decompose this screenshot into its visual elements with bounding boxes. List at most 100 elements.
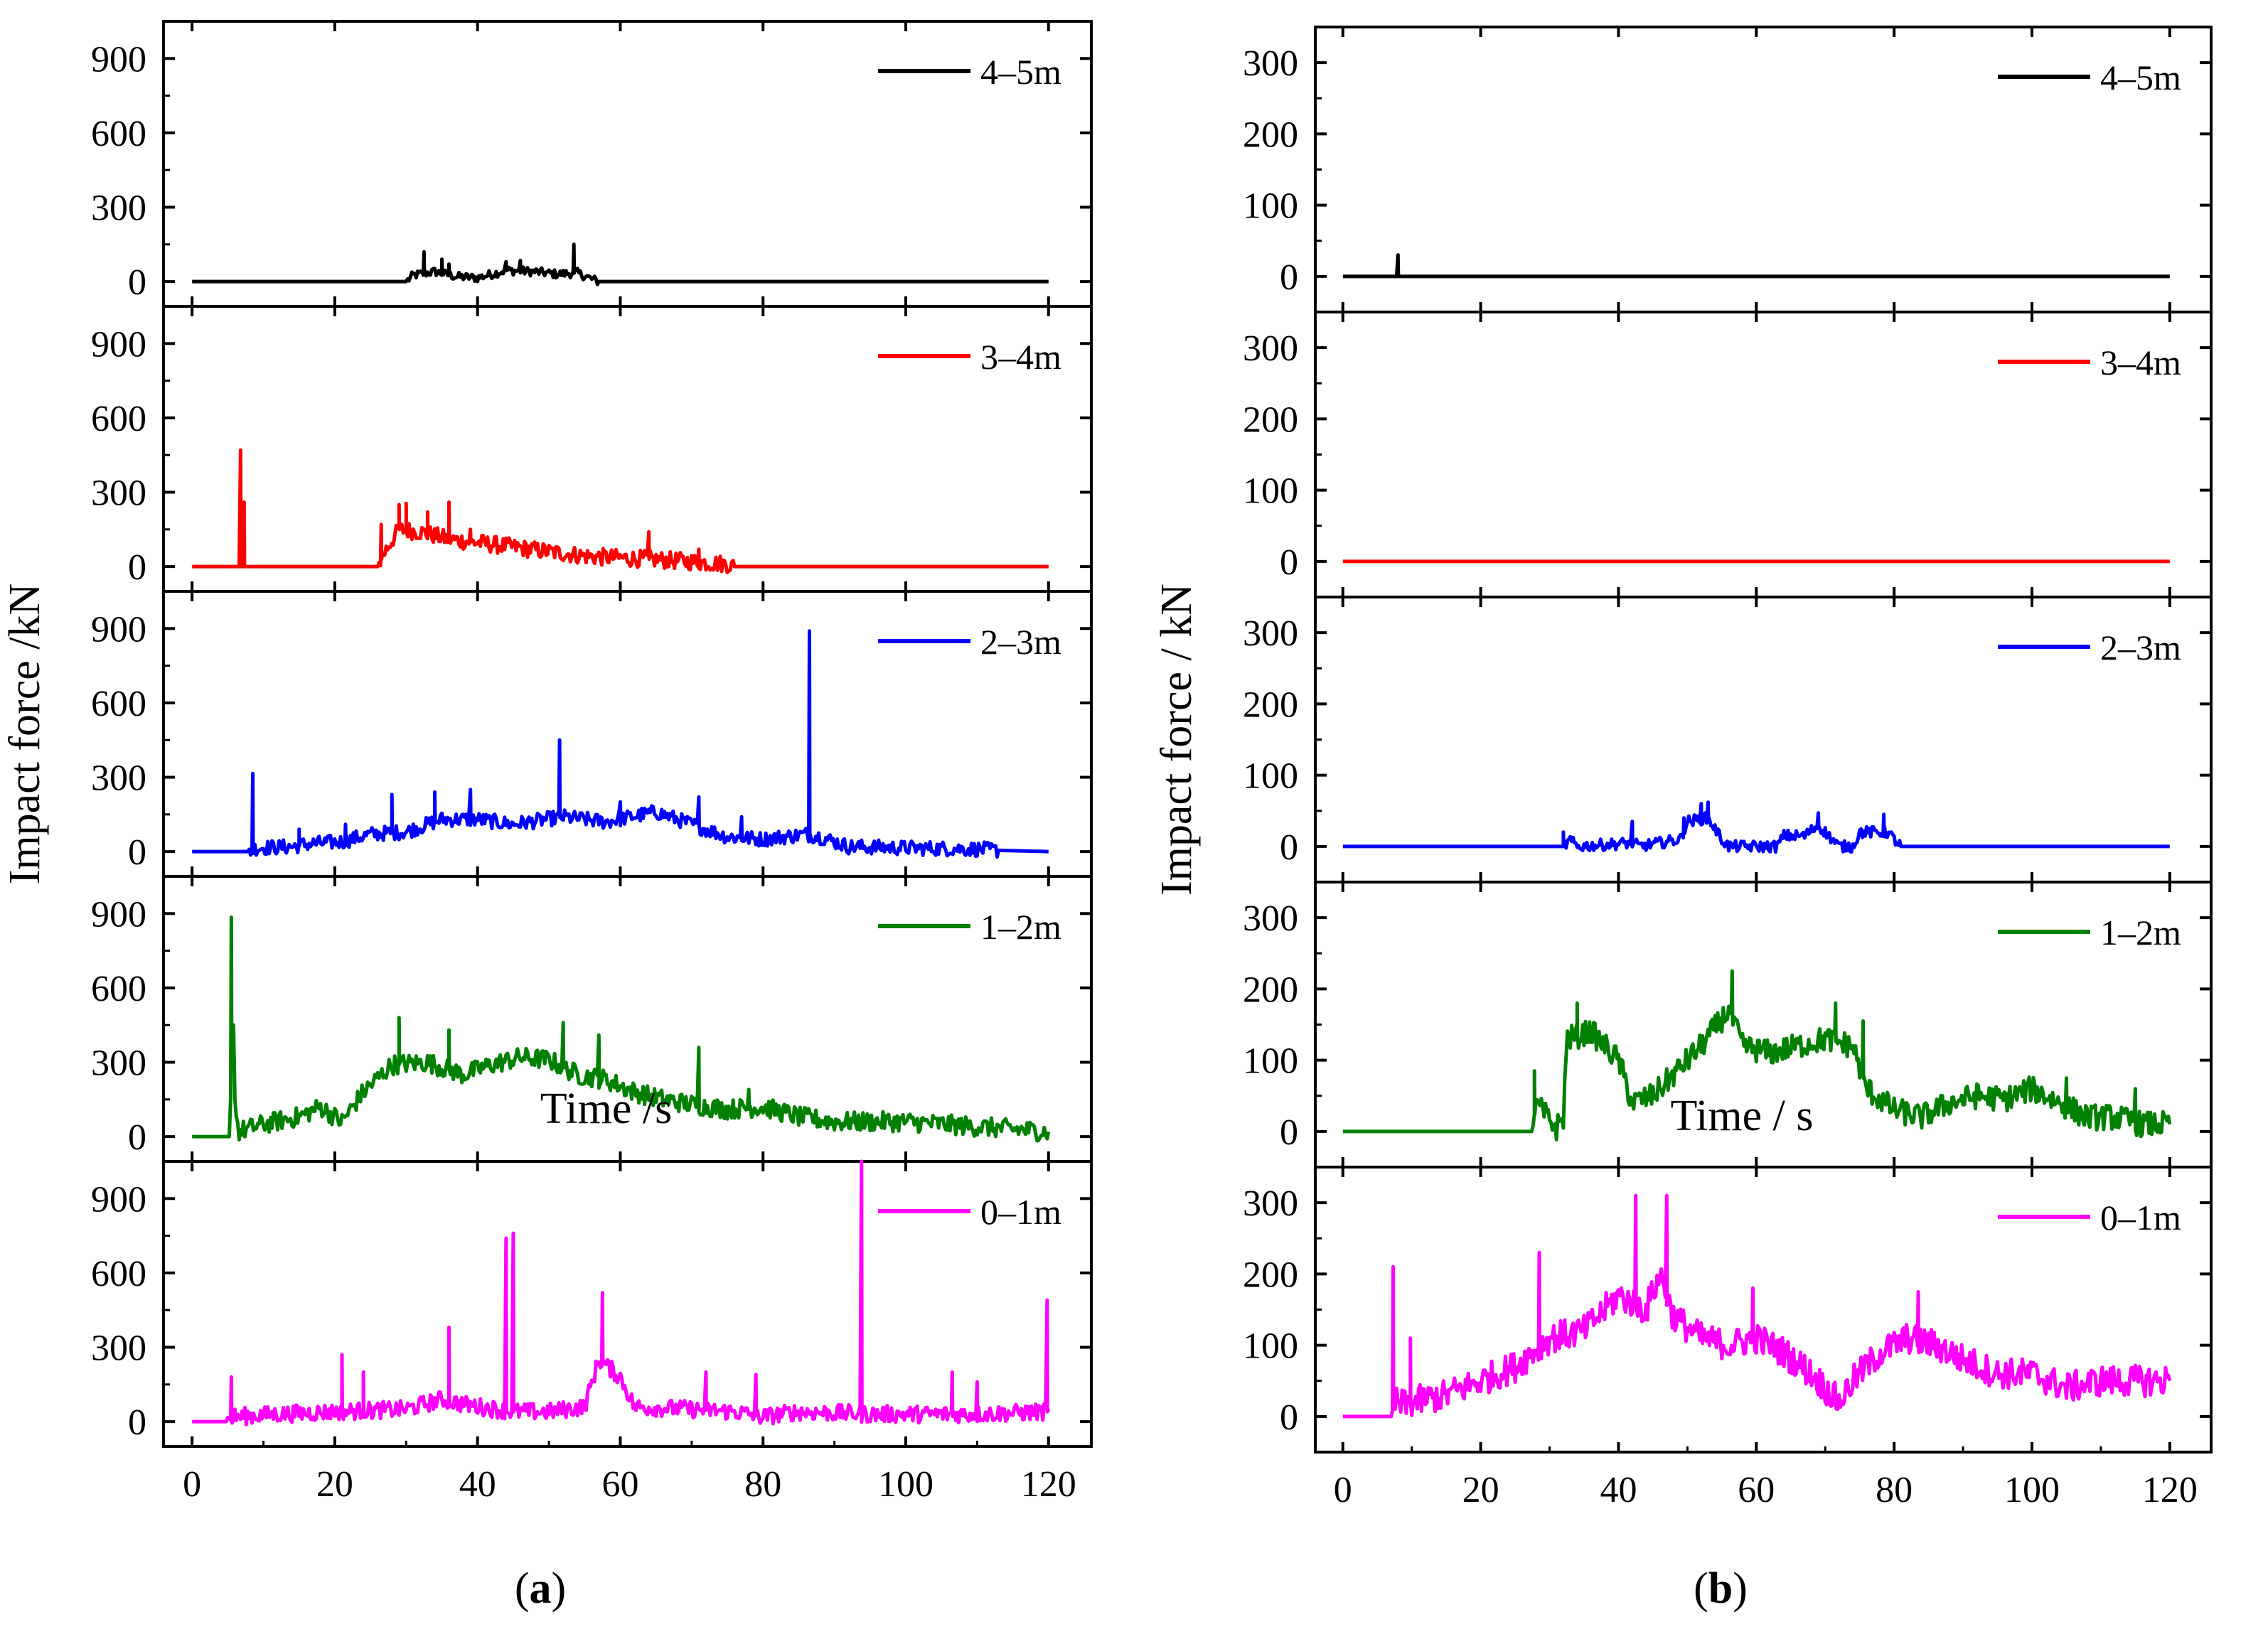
- y-tick-label: 600: [91, 114, 146, 154]
- y-tick-label: 900: [91, 324, 146, 365]
- y-tick-label: 0: [1280, 1397, 1298, 1438]
- y-tick-label: 100: [1243, 1326, 1298, 1367]
- x-tick-label: 100: [2004, 1470, 2060, 1510]
- subplot-4–5m: 0 100 200 300 4–5m: [1243, 26, 2213, 313]
- subplot-4–5m: 0 300 600 900 4–5m: [91, 20, 1093, 308]
- x-tick-label: 60: [601, 1464, 638, 1505]
- legend-label: 1–2m: [2100, 913, 2181, 952]
- y-tick-label: 0: [128, 1117, 146, 1158]
- series-line-1–2m: [191, 915, 1051, 1143]
- y-tick-label: 0: [128, 1402, 146, 1443]
- panel-label: (b): [1694, 1564, 1748, 1613]
- subplot-0–1m: 0 100 200 300 0–1m: [1243, 1166, 2213, 1454]
- panel-label-open: (: [515, 1564, 530, 1613]
- series-line-1–2m: [1342, 969, 2172, 1141]
- series-line-2–3m: [191, 629, 1049, 859]
- y-tick-label: 0: [1280, 827, 1298, 868]
- legend-label: 0–1m: [2100, 1198, 2181, 1237]
- plot-frame: [162, 1160, 1093, 1448]
- y-tick-label: 900: [91, 1179, 146, 1220]
- y-tick-label: 300: [1243, 43, 1298, 84]
- series-line-2–3m: [1342, 800, 2171, 854]
- y-tick-label: 200: [1243, 399, 1298, 440]
- series-line-4–5m: [1342, 253, 2171, 279]
- panel-label-close: ): [1733, 1564, 1748, 1613]
- y-tick-label: 200: [1243, 1255, 1298, 1295]
- plot-frame: [162, 305, 1093, 593]
- y-tick-label: 0: [1280, 1112, 1298, 1153]
- y-tick-label: 600: [91, 969, 146, 1009]
- y-tick-label: 900: [91, 39, 146, 80]
- x-tick-label: 120: [2142, 1470, 2198, 1510]
- y-tick-label: 100: [1243, 186, 1298, 227]
- y-tick-label: 100: [1243, 756, 1298, 797]
- series-line-4–5m: [191, 242, 1049, 286]
- y-tick-label: 300: [1243, 613, 1298, 654]
- y-tick-label: 600: [91, 399, 146, 439]
- legend-label: 3–4m: [2100, 343, 2181, 382]
- y-tick-label: 300: [1243, 328, 1298, 369]
- panel-label-open: (: [1694, 1564, 1708, 1613]
- plot-frame: [1314, 596, 2213, 883]
- y-tick-label: 300: [91, 188, 146, 229]
- x-axis-title: Time /s: [540, 1085, 673, 1133]
- y-tick-label: 0: [128, 262, 146, 303]
- plot-frame: [1314, 1166, 2213, 1454]
- x-tick-label: 60: [1738, 1470, 1775, 1510]
- plot-frame: [1314, 26, 2213, 313]
- y-tick-label: 300: [91, 1328, 146, 1369]
- subplot-2–3m: 0 300 600 900 2–3m: [91, 590, 1093, 878]
- x-tick-label: 0: [1334, 1470, 1352, 1510]
- y-tick-label: 100: [1243, 1041, 1298, 1082]
- x-tick-label: 20: [316, 1464, 353, 1505]
- x-tick-label: 20: [1462, 1470, 1499, 1510]
- subplot-2–3m: 0 100 200 300 2–3m: [1243, 596, 2213, 883]
- series-line-3–4m: [191, 448, 1049, 574]
- panel-label-letter: b: [1708, 1564, 1733, 1613]
- legend-label: 2–3m: [2100, 628, 2181, 667]
- y-axis-title: Impact force / kN: [1152, 584, 1201, 896]
- series-line-0–1m: [1342, 1193, 2172, 1419]
- y-tick-label: 0: [128, 547, 146, 588]
- y-tick-label: 100: [1243, 471, 1298, 512]
- y-tick-label: 300: [91, 473, 146, 514]
- y-tick-label: 0: [1280, 257, 1298, 298]
- legend-label: 1–2m: [980, 907, 1061, 947]
- legend-label: 4–5m: [2100, 58, 2181, 97]
- y-tick-label: 0: [128, 832, 146, 873]
- y-tick-label: 600: [91, 1254, 146, 1294]
- series-line-0–1m: [191, 1159, 1051, 1427]
- legend-label: 3–4m: [980, 337, 1061, 377]
- x-tick-label: 80: [744, 1464, 781, 1505]
- legend-label: 4–5m: [980, 52, 1061, 92]
- y-tick-label: 600: [91, 684, 146, 724]
- y-tick-label: 200: [1243, 684, 1298, 725]
- plot-frame: [162, 590, 1093, 878]
- x-tick-label: 80: [1876, 1470, 1913, 1510]
- subplot-3–4m: 0 300 600 900 3–4m: [91, 305, 1093, 593]
- y-tick-label: 900: [91, 609, 146, 650]
- plot-frame: [162, 20, 1093, 308]
- y-tick-label: 300: [91, 758, 146, 799]
- panel-label-letter: a: [530, 1564, 552, 1613]
- x-tick-label: 40: [1600, 1470, 1637, 1510]
- y-tick-label: 200: [1243, 969, 1298, 1010]
- plot-frame: [1314, 311, 2213, 598]
- panel-label: (a): [515, 1564, 566, 1613]
- legend-label: 2–3m: [980, 622, 1061, 662]
- subplot-3–4m: 0 100 200 300 3–4m: [1243, 311, 2213, 598]
- y-tick-label: 300: [1243, 1183, 1298, 1224]
- x-tick-label: 40: [459, 1464, 496, 1505]
- legend-label: 0–1m: [980, 1192, 1061, 1232]
- y-tick-label: 300: [91, 1043, 146, 1084]
- y-axis-title: Impact force /kN: [1, 584, 49, 884]
- y-tick-label: 900: [91, 894, 146, 935]
- panel-label-close: ): [552, 1564, 567, 1613]
- y-tick-label: 0: [1280, 542, 1298, 583]
- subplot-0–1m: 0 300 600 900 0–1m: [91, 1159, 1093, 1448]
- y-tick-label: 200: [1243, 114, 1298, 155]
- y-tick-label: 300: [1243, 898, 1298, 939]
